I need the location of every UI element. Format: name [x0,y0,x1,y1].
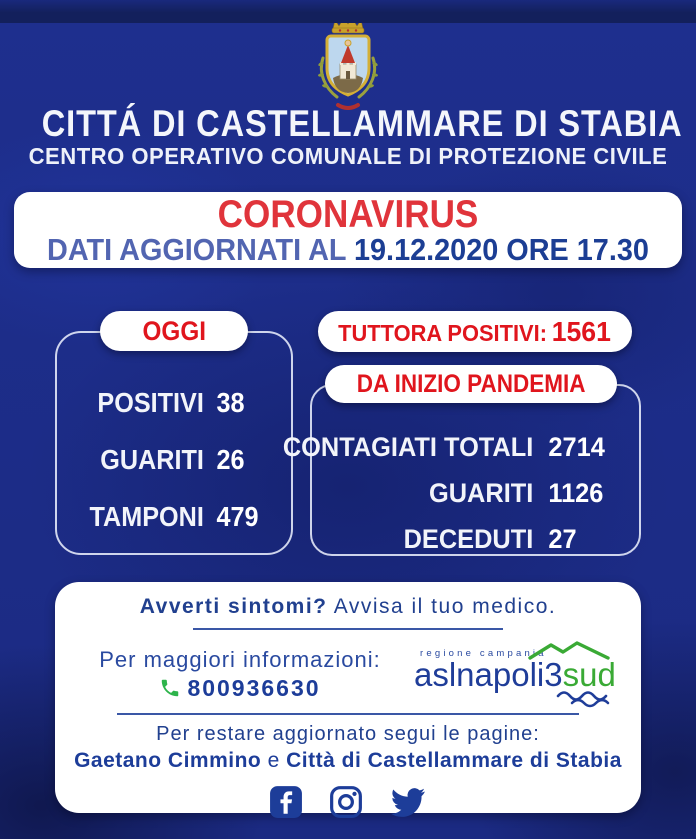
stat-label: DECEDUTI [403,524,534,554]
today-stats-box: POSITIVI 38 GUARITI 26 TAMPONI 479 [55,331,293,555]
update-banner: CORONAVIRUS DATI AGGIORNATI AL 19.12.2020… [14,192,682,268]
follow-pages-label: Per restare aggiornato segui le pagine: [156,723,540,745]
stat-label: TAMPONI [89,501,204,532]
vesuvius-mountain-icon [527,641,610,660]
stat-value: 27 [548,524,577,554]
coronavirus-title: CORONAVIRUS [217,193,479,236]
more-info-label: Per maggiori informazioni: [99,646,381,672]
stat-value: 479 [216,501,259,532]
stat-label: GUARITI [100,444,204,475]
current-positives-pill: TUTTORA POSITIVI: 1561 [318,311,632,352]
bottom-shadow-band [0,0,696,23]
municipal-crest-icon [318,17,378,110]
twitter-icon[interactable] [389,785,427,819]
current-positives-value: 1561 [552,315,612,347]
pandemic-stats-rows: CONTAGIATI TOTALI 2714 GUARITI 1126 DECE… [283,386,629,555]
social-pages-names: Gaetano Cimmino e Città di Castellammare… [55,749,641,773]
page-name-mayor: Gaetano Cimmino [74,749,262,772]
stat-value: 1126 [548,478,604,508]
asl-region-label: regione campania [420,648,547,659]
update-date-value: 19.12.2020 ORE 17.30 [353,232,649,267]
waves-icon [556,691,607,701]
asl-napoli-3-sud-logo: regione campania aslnapoli3sud [414,641,616,708]
city-title: CITTÁ DI CASTELLAMMARE DI STABIA [41,103,683,144]
update-date-prefix: DATI AGGIORNATI AL [47,232,347,267]
info-card: Avverti sintomi? Avvisa il tuo medico. P… [55,582,641,818]
conjunction: e [267,749,280,772]
waves-icon [570,698,609,708]
phone-row[interactable]: 800936630 [73,675,408,702]
today-stats-rows: POSITIVI 38 GUARITI 26 TAMPONI 479 [69,333,280,533]
social-icons-row [55,785,641,819]
current-positives-label: TUTTORA POSITIVI: [338,319,548,346]
divider [193,628,503,630]
operations-center-subtitle: CENTRO OPERATIVO COMUNALE DI PROTEZIONE … [28,143,668,169]
phone-icon [162,679,179,697]
stat-label: CONTAGIATI TOTALI [282,432,534,462]
facebook-icon[interactable] [269,785,303,819]
pandemic-stats-box: CONTAGIATI TOTALI 2714 GUARITI 1126 DECE… [283,384,641,556]
symptoms-advice: Avverti sintomi? Avvisa il tuo medico. [55,595,641,619]
today-label: OGGI [142,315,206,346]
stat-value: 2714 [548,432,605,462]
stat-label: POSITIVI [97,387,204,418]
pandemic-label-pill: DA INIZIO PANDEMIA [325,365,617,403]
symptoms-answer: Avvisa il tuo medico. [333,595,557,618]
pandemic-label: DA INIZIO PANDEMIA [356,369,586,398]
divider [117,713,579,715]
contact-block: Per maggiori informazioni: 800936630 [73,647,408,702]
stat-value: 38 [216,387,245,418]
phone-number: 800936630 [187,674,321,701]
asl-logo-text: aslnapoli3sud [414,656,616,693]
today-label-pill: OGGI [100,311,248,351]
stat-value: 26 [216,444,245,475]
symptoms-question: Avverti sintomi? [139,595,328,618]
update-date-line: DATI AGGIORNATI AL 19.12.2020 ORE 17.30 [37,232,658,267]
contact-row: Per maggiori informazioni: 800936630 reg… [55,638,641,710]
stat-label: GUARITI [428,478,534,508]
instagram-icon[interactable] [329,785,363,819]
page-name-city: Città di Castellammare di Stabia [286,749,622,772]
